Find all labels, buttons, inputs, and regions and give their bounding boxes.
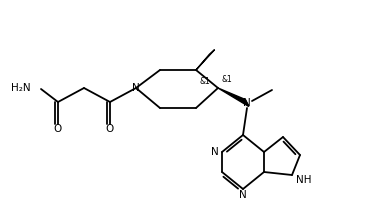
Text: &1: &1: [200, 77, 211, 86]
Text: H₂N: H₂N: [11, 83, 31, 93]
Text: N: N: [132, 83, 140, 93]
Text: &1: &1: [221, 75, 232, 84]
Polygon shape: [196, 50, 215, 70]
Text: N: N: [211, 147, 219, 157]
Text: O: O: [106, 124, 114, 134]
Text: N: N: [239, 190, 247, 200]
Text: NH: NH: [296, 175, 312, 185]
Text: O: O: [54, 124, 62, 134]
Text: N: N: [243, 98, 251, 108]
Polygon shape: [218, 88, 249, 107]
